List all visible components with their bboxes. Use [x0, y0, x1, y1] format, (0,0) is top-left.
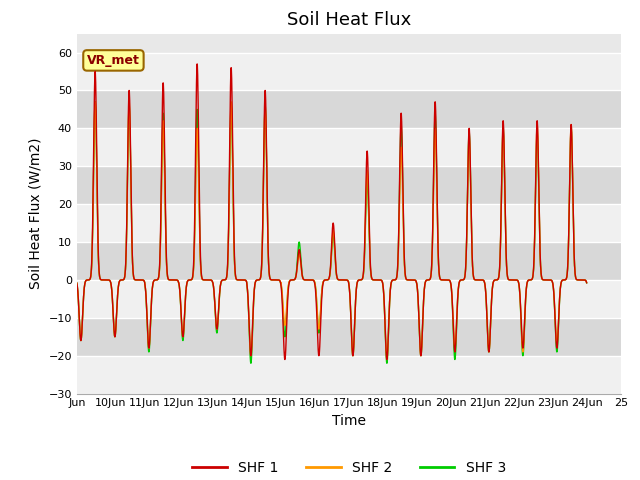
Y-axis label: Soil Heat Flux (W/m2): Soil Heat Flux (W/m2)	[29, 138, 43, 289]
X-axis label: Time: Time	[332, 414, 366, 428]
Bar	[77, 52, 621, 90]
Text: VR_met: VR_met	[87, 54, 140, 67]
Legend: SHF 1, SHF 2, SHF 3: SHF 1, SHF 2, SHF 3	[186, 455, 511, 480]
Bar	[77, 356, 621, 394]
Bar	[77, 128, 621, 166]
Bar	[77, 318, 621, 356]
Bar	[77, 242, 621, 280]
Bar	[77, 204, 621, 242]
Bar	[77, 280, 621, 318]
Title: Soil Heat Flux: Soil Heat Flux	[287, 11, 411, 29]
Bar	[77, 166, 621, 204]
Bar	[77, 90, 621, 128]
